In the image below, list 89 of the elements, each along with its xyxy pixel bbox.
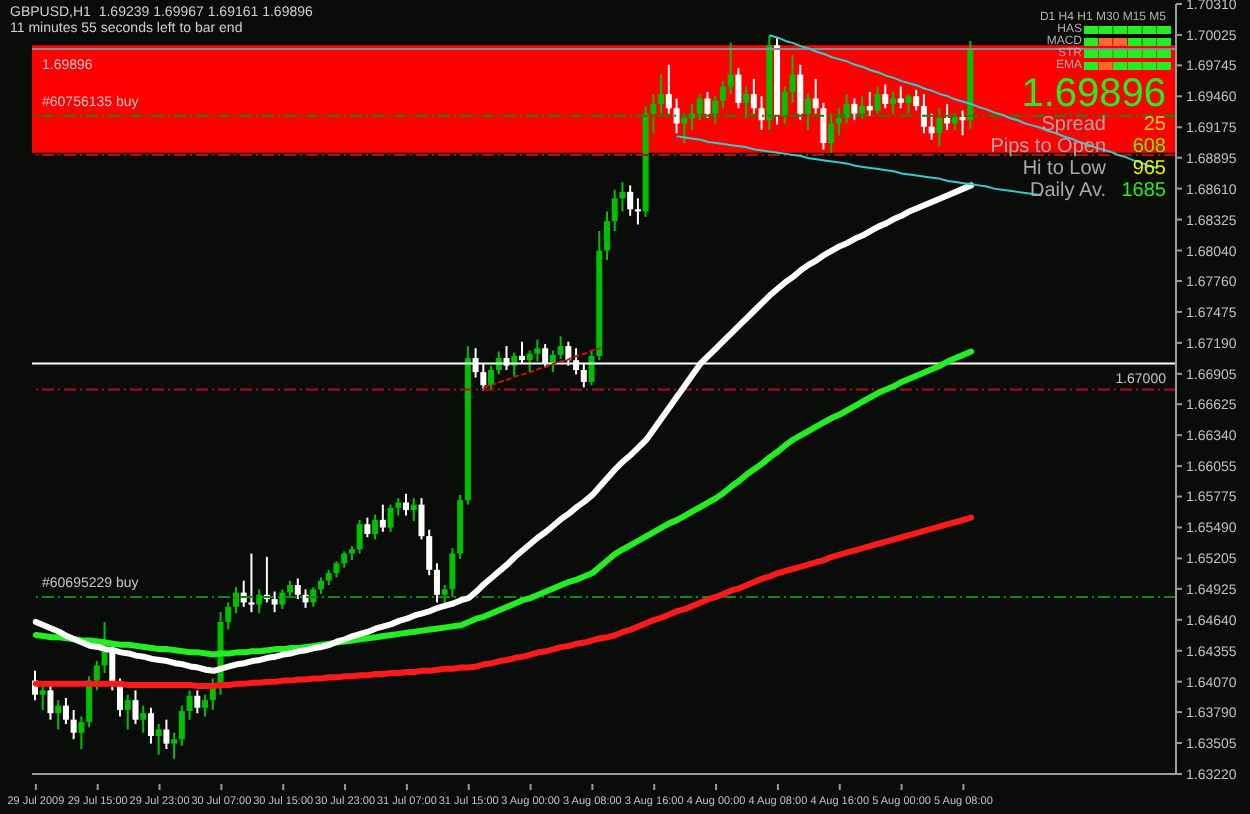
candlestick xyxy=(604,210,610,262)
candlestick xyxy=(449,547,456,598)
candlestick xyxy=(874,85,881,115)
candlestick xyxy=(673,97,680,135)
candlestick xyxy=(828,112,835,154)
annotation: 965 xyxy=(1132,158,1166,180)
candlestick xyxy=(557,335,564,361)
candlestick xyxy=(634,197,641,226)
candlestick xyxy=(719,80,726,110)
candlestick xyxy=(279,588,286,610)
candlestick xyxy=(727,42,734,96)
candlestick xyxy=(171,731,178,760)
candlestick xyxy=(704,90,711,120)
candlestick xyxy=(712,95,719,125)
annotation: Pips to Open xyxy=(990,136,1106,158)
candlestick xyxy=(387,503,394,533)
candlestick xyxy=(696,93,703,122)
candlestick xyxy=(781,85,788,125)
candlestick xyxy=(658,73,665,115)
candlestick xyxy=(101,620,108,674)
candlestick xyxy=(665,63,672,115)
candlestick xyxy=(735,67,742,110)
candlestick xyxy=(147,706,154,745)
candlestick xyxy=(804,93,811,131)
candlestick xyxy=(132,689,139,726)
candlestick xyxy=(124,693,131,731)
candlestick xyxy=(433,562,440,604)
candlestick xyxy=(920,93,927,135)
candlestick xyxy=(866,90,873,117)
candlestick xyxy=(611,188,618,232)
candlestick xyxy=(835,107,842,137)
candlestick xyxy=(882,83,889,110)
candlestick xyxy=(55,699,62,731)
candlestick xyxy=(155,723,162,756)
candlestick xyxy=(78,715,85,751)
candlestick xyxy=(140,704,147,734)
candlestick xyxy=(928,112,935,141)
candlestick xyxy=(758,95,765,131)
candlestick xyxy=(859,95,866,120)
candlestick xyxy=(271,590,278,614)
candlestick xyxy=(488,364,495,391)
candlestick xyxy=(248,552,255,614)
line-series xyxy=(483,347,602,389)
candlestick xyxy=(117,677,124,718)
candlestick xyxy=(681,112,688,145)
candlestick xyxy=(851,97,858,122)
candlestick xyxy=(843,93,850,125)
candlestick xyxy=(959,109,966,137)
candlestick xyxy=(797,63,804,122)
annotation: 25 xyxy=(1143,114,1166,136)
candlestick xyxy=(356,518,363,555)
candlestick xyxy=(890,90,896,115)
candlestick xyxy=(897,85,904,110)
candlestick xyxy=(944,102,951,131)
candlestick xyxy=(913,88,920,112)
candlestick xyxy=(372,513,379,541)
candlestick xyxy=(936,107,943,148)
candlestick xyxy=(62,696,69,726)
candlestick xyxy=(627,184,634,217)
annotation: Hi to Low xyxy=(1022,158,1106,180)
candlestick xyxy=(47,683,54,721)
candlestick xyxy=(256,588,263,615)
line-series xyxy=(32,348,975,658)
candlestick xyxy=(364,516,371,539)
candlestick xyxy=(39,682,46,711)
candlestick xyxy=(163,718,170,751)
candlestick xyxy=(186,689,193,721)
candlestick xyxy=(178,704,185,747)
candlestick xyxy=(410,497,417,522)
candlestick xyxy=(534,338,541,363)
annotation: 608 xyxy=(1132,136,1166,158)
candlestick xyxy=(379,503,386,533)
candlestick xyxy=(403,492,410,517)
candlestick xyxy=(426,528,433,577)
candlestick xyxy=(232,586,239,615)
candlestick xyxy=(905,93,912,115)
annotation: Spread xyxy=(1041,114,1106,136)
candlestick xyxy=(743,85,750,120)
candlestick xyxy=(750,77,757,115)
candlestick xyxy=(418,497,425,541)
candlestick xyxy=(294,577,301,601)
candlestick xyxy=(194,689,201,715)
candlestick xyxy=(789,54,796,104)
candlestick xyxy=(202,693,209,718)
candlestick xyxy=(93,660,100,692)
annotation: Daily Av. xyxy=(1030,180,1106,202)
annotation: 1685 xyxy=(1121,180,1166,202)
candlestick xyxy=(70,708,77,741)
annotation: 1.69896 xyxy=(1021,72,1166,116)
